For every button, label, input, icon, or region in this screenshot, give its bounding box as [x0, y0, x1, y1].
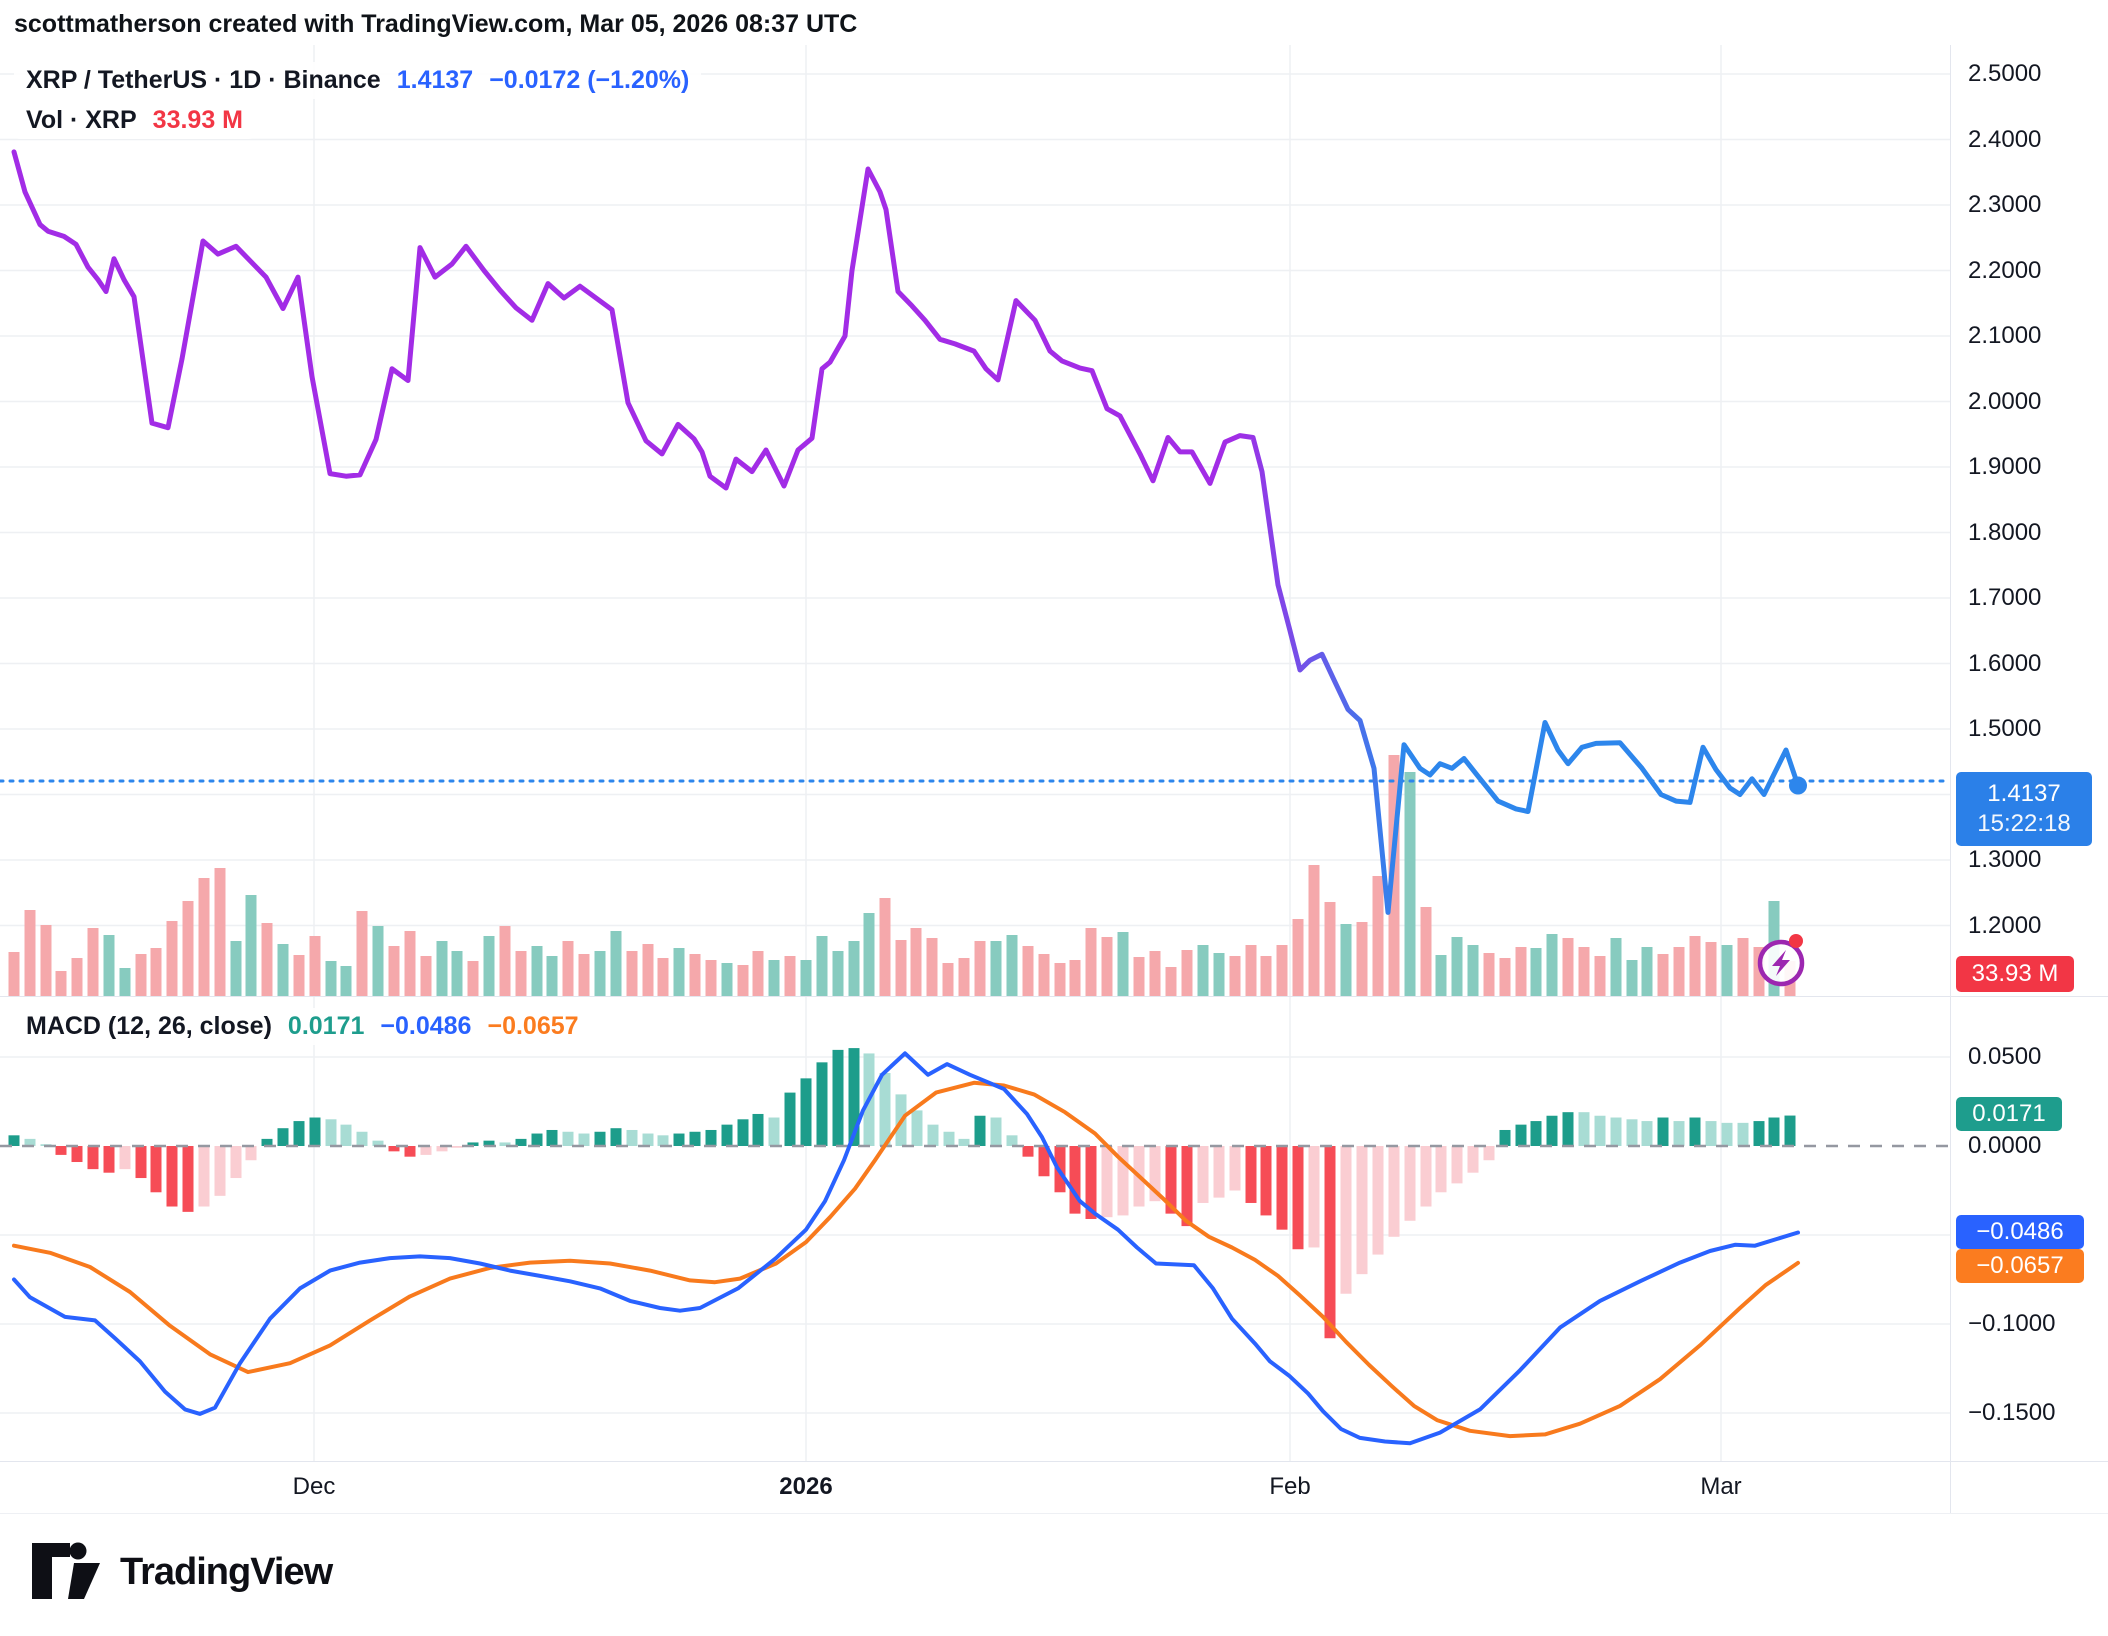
tradingview-logo[interactable]: TradingView — [30, 1541, 333, 1603]
pane-divider-macd[interactable] — [0, 1461, 2108, 1462]
price-tick-label: 2.2000 — [1968, 256, 2042, 284]
volume-legend[interactable]: Vol · XRP 33.93 M — [14, 102, 256, 139]
countdown-timer: 15:22:18 — [1977, 810, 2071, 837]
price-change-value: −0.0172 (−1.20%) — [489, 66, 690, 94]
last-price-value: 1.4137 — [396, 66, 474, 94]
macd-tick-label: 0.0500 — [1968, 1043, 2042, 1070]
price-tick-label: 1.7000 — [1968, 584, 2042, 611]
time-axis-bottom-border — [0, 1513, 2108, 1514]
time-tick-label-feb[interactable]: Feb — [1269, 1473, 1311, 1500]
tradingview-logo-mark — [32, 1542, 100, 1599]
pane-divider-volume[interactable] — [0, 996, 2108, 997]
macd-hist-value: 0.0171 — [287, 1012, 365, 1040]
price-tick-label: 1.2000 — [1968, 911, 2042, 939]
macd-hist-badge: 0.0171 — [1956, 1097, 2062, 1131]
macd-label: MACD (12, 26, close) — [26, 1012, 272, 1040]
volume-value: 33.93 M — [152, 106, 244, 134]
price-tick-label: 1.8000 — [1968, 518, 2042, 546]
macd-signal-badge: −0.0657 — [1956, 1249, 2084, 1283]
last-price-badge-value: 1.4137 — [1987, 780, 2061, 807]
time-tick-label-mar[interactable]: Mar — [1700, 1473, 1742, 1500]
last-price-badge: 1.4137 15:22:18 — [1956, 772, 2092, 846]
volume-bars — [8, 755, 1796, 996]
price-tick-label: 2.1000 — [1968, 322, 2042, 349]
page-title: scottmatherson created with TradingView.… — [14, 10, 858, 38]
macd-tick-label: −0.1500 — [1968, 1399, 2056, 1426]
macd-signal-badge-value: −0.0657 — [1976, 1252, 2064, 1279]
macd-tick-label: −0.1000 — [1968, 1310, 2056, 1337]
price-tick-label: 2.4000 — [1968, 125, 2042, 153]
macd-histogram — [0, 1048, 1950, 1339]
volume-label: Vol · XRP — [26, 106, 137, 134]
time-tick-label-2026[interactable]: 2026 — [779, 1473, 833, 1500]
price-tick-label: 1.6000 — [1968, 649, 2042, 677]
price-tick-label: 2.0000 — [1968, 387, 2042, 415]
tradingview-logo-text: TradingView — [120, 1550, 333, 1593]
axis-border — [1950, 45, 1951, 1513]
macd-signal-value: −0.0657 — [487, 1012, 579, 1040]
symbol-name: XRP / TetherUS · 1D · Binance — [26, 66, 381, 94]
price-tick-label: 2.5000 — [1968, 60, 2042, 87]
price-tick-label: 1.9000 — [1968, 453, 2042, 480]
macd-line-value: −0.0486 — [380, 1012, 472, 1040]
price-tick-label: 2.3000 — [1968, 191, 2042, 218]
macd-line-badge: −0.0486 — [1956, 1215, 2084, 1249]
macd-hist-badge-value: 0.0171 — [1972, 1100, 2046, 1127]
volume-badge: 33.93 M — [1956, 956, 2074, 992]
macd-legend[interactable]: MACD (12, 26, close) 0.0171 −0.0486 −0.0… — [14, 1008, 591, 1045]
price-tick-label: 1.5000 — [1968, 715, 2042, 742]
macd-tick-label: 0.0000 — [1968, 1132, 2042, 1159]
lightning-icon[interactable] — [1757, 934, 1805, 987]
gridlines — [0, 45, 1950, 1461]
price-tick-label: 1.3000 — [1968, 846, 2042, 873]
macd-line-badge-value: −0.0486 — [1976, 1218, 2064, 1245]
symbol-legend[interactable]: XRP / TetherUS · 1D · Binance 1.4137 −0.… — [14, 62, 702, 99]
volume-badge-value: 33.93 M — [1971, 960, 2059, 987]
price-line — [0, 149, 1952, 915]
macd-lines — [12, 1051, 1800, 1446]
time-tick-label-dec[interactable]: Dec — [292, 1473, 336, 1500]
